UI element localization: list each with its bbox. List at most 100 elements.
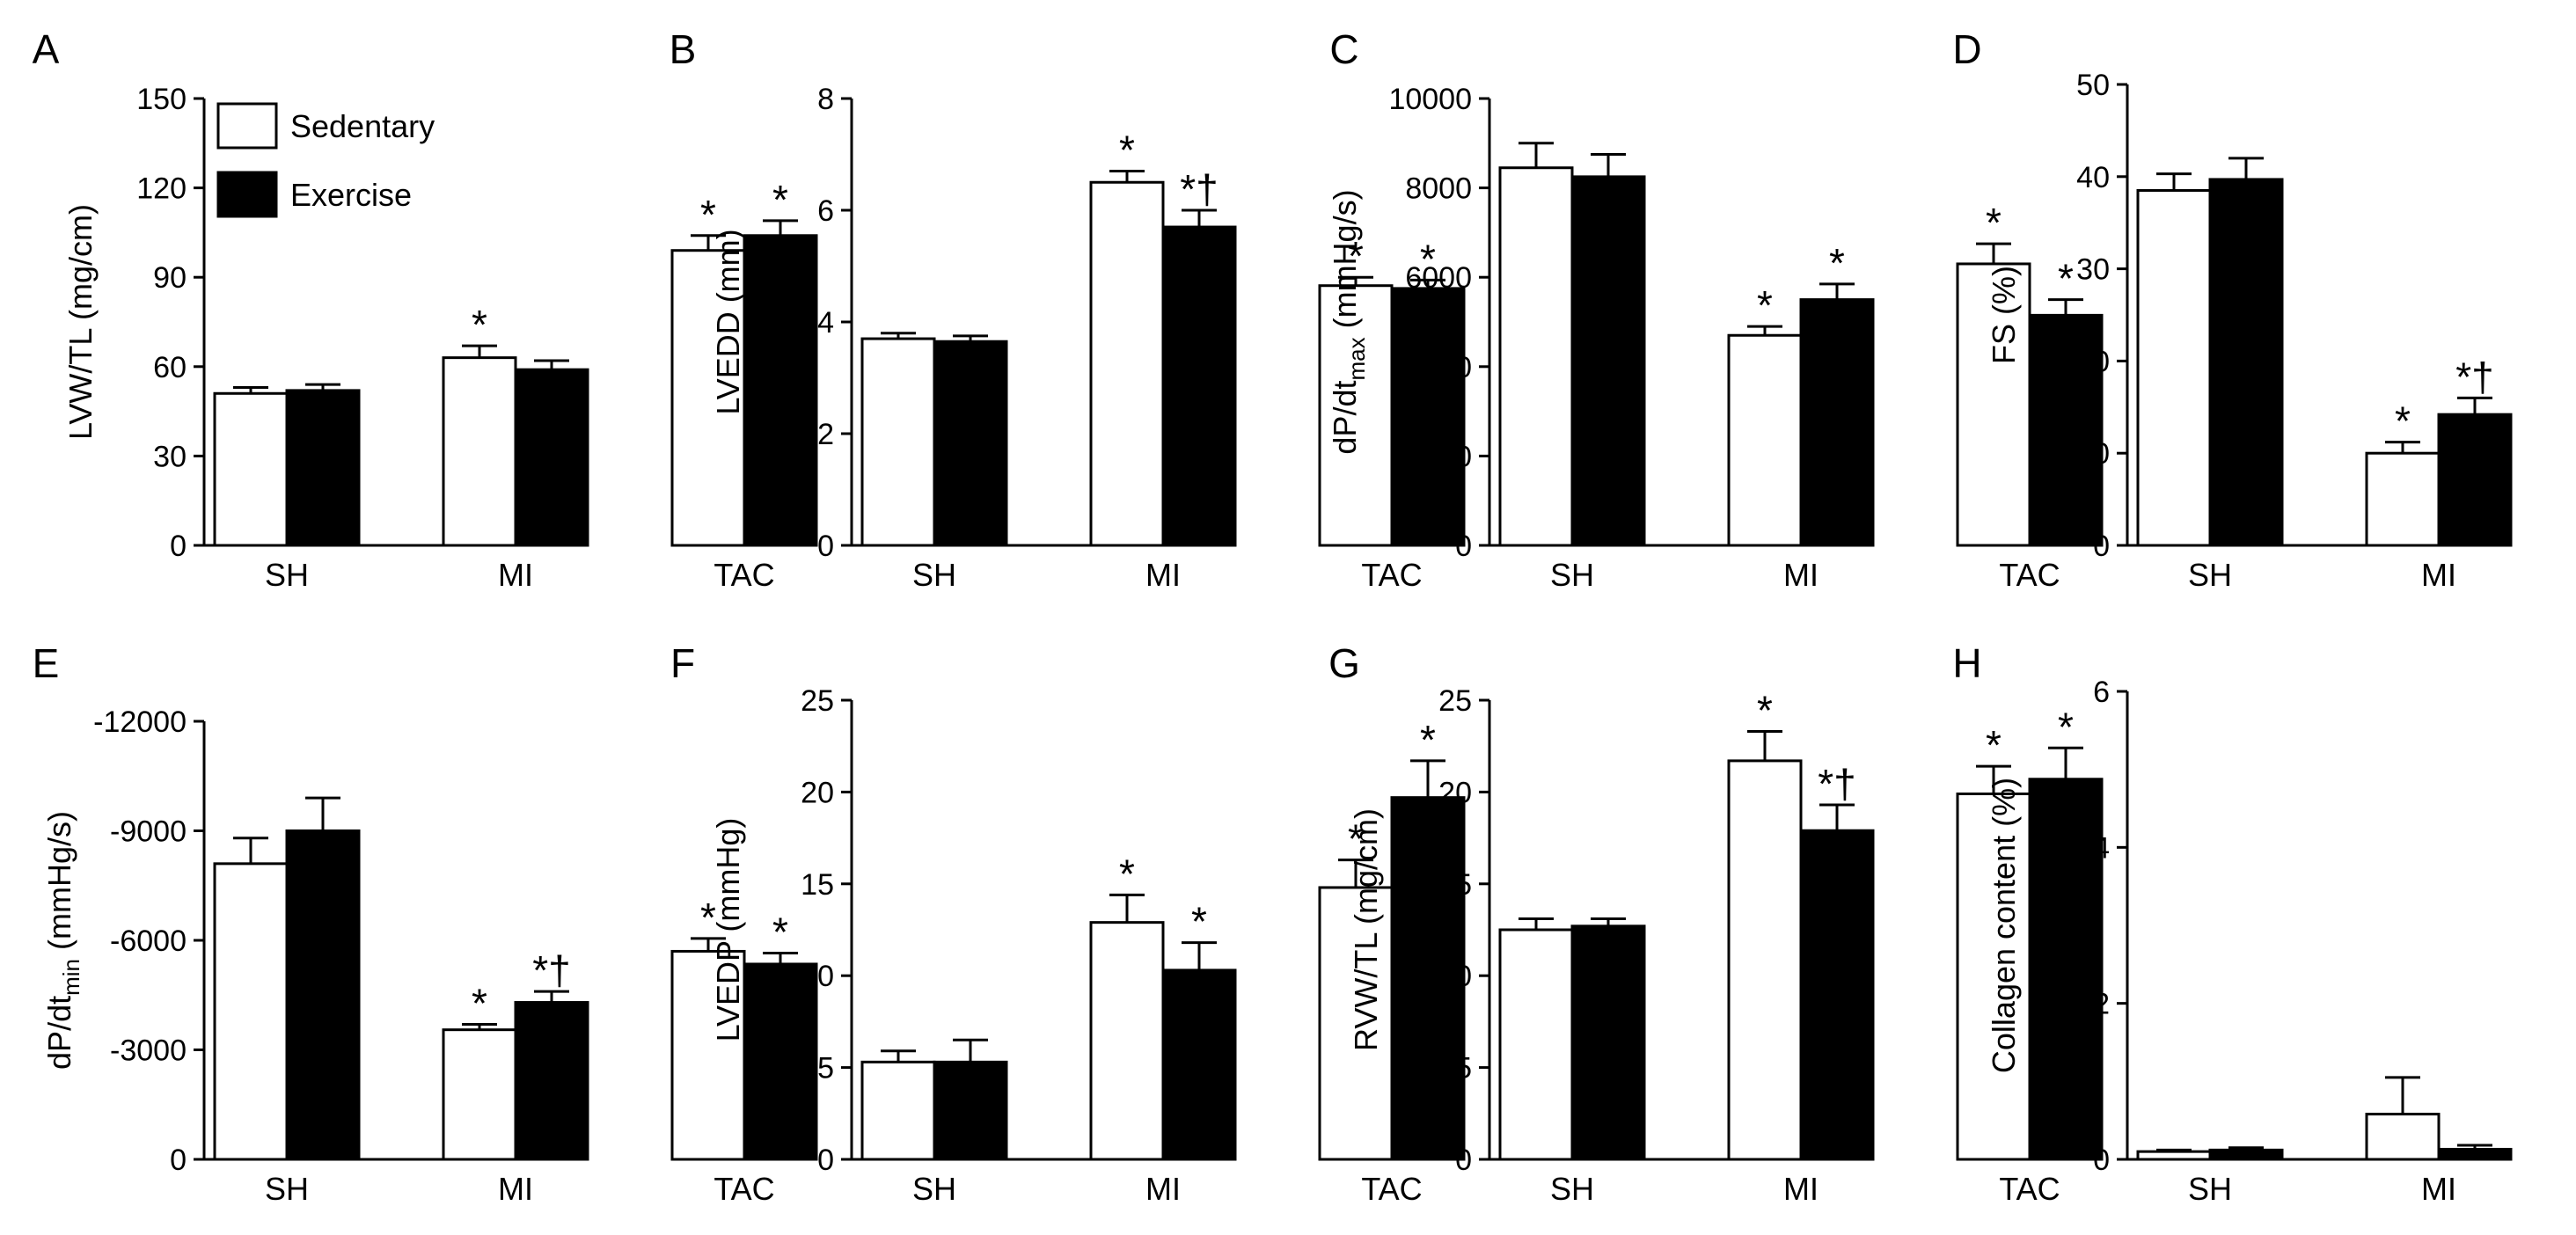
y-axis-label: dP/dtmin (mmHg/s) <box>41 811 84 1070</box>
bar-exercise-tac <box>1390 287 1466 547</box>
bar-exercise-mi <box>1161 968 1237 1161</box>
panel-e: E 0 -3000 -6000 -9000 -12000 dP/dtmin (mmHg/s)… <box>33 640 818 1207</box>
y-tick-label: 4 <box>2093 831 2110 865</box>
y-tick-label: 10 <box>2076 437 2110 471</box>
legend-label-sedentary: Sedentary <box>290 108 435 144</box>
y-tick-label: -3000 <box>110 1034 187 1068</box>
x-tick-label: MI <box>2421 557 2456 593</box>
y-axis-label-subscript: max <box>1343 337 1370 380</box>
significance-mark-exercise-mi: *† <box>1180 166 1218 212</box>
bar-sedentary-mi <box>2365 1113 2441 1161</box>
x-tick-label: TAC <box>1999 557 2060 593</box>
y-tick-label: 120 <box>136 172 187 206</box>
bar-sedentary-mi <box>442 356 517 547</box>
y-tick-label: 5 <box>1455 1052 1472 1085</box>
x-tick-label: SH <box>2188 1171 2232 1207</box>
bar-sedentary-tac <box>1956 792 2031 1161</box>
x-tick-label: TAC <box>714 1171 774 1207</box>
panel-c: C 0 2000 4000 6000 8000 10000 dP/dtmax (mmHg/s)… <box>1327 26 2104 593</box>
bar-exercise-mi <box>514 368 589 547</box>
bar-sedentary-tac <box>1318 886 1394 1161</box>
x-tick-label: MI <box>1783 1171 1819 1207</box>
y-axis-label-main: dP/dt <box>41 996 77 1070</box>
y-tick-label: 2000 <box>1405 440 1472 473</box>
bar-exercise-tac <box>2028 778 2104 1161</box>
significance-mark-exercise-tac: * <box>772 910 788 955</box>
y-tick-label: 0 <box>2093 530 2110 563</box>
bar-exercise-sh <box>2208 1148 2284 1161</box>
y-tick-label: -12000 <box>93 705 187 739</box>
y-tick-label: 10 <box>801 960 834 993</box>
y-tick-label: 30 <box>2076 253 2110 287</box>
significance-mark-sedentary-tac: * <box>700 895 716 940</box>
y-tick-label: 8 <box>817 83 834 116</box>
y-tick-label: 0 <box>817 530 834 563</box>
panel-letter: H <box>1952 640 1981 686</box>
bar-sedentary-sh <box>860 337 936 547</box>
x-tick-label: TAC <box>1361 1171 1422 1207</box>
bar-sedentary-mi <box>1727 333 1803 547</box>
bar-sedentary-sh <box>2136 189 2212 547</box>
bar-sedentary-tac <box>1318 284 1394 547</box>
y-axis-label-units: (mmHg/s) <box>1327 189 1363 337</box>
bar-sedentary-tac <box>670 949 746 1161</box>
panel-letter: A <box>33 26 60 72</box>
y-tick-label: 25 <box>1438 684 1472 718</box>
x-tick-label: MI <box>1145 1171 1181 1207</box>
bar-exercise-sh <box>285 389 361 547</box>
significance-mark-exercise-mi: * <box>1191 899 1207 945</box>
y-axis-label: dP/dtmax (mmHg/s) <box>1327 189 1370 454</box>
significance-mark-exercise-tac: * <box>772 177 788 223</box>
significance-mark-sedentary-mi: * <box>2395 398 2411 444</box>
x-tick-label: SH <box>2188 557 2232 593</box>
y-axis-label-main: LVEDD (mm) <box>710 229 746 414</box>
y-tick-label: 15 <box>801 868 834 902</box>
significance-mark-sedentary-tac: * <box>1348 233 1364 279</box>
panel-letter: D <box>1952 26 1981 72</box>
x-tick-label: MI <box>498 1171 533 1207</box>
x-tick-label: SH <box>912 557 956 593</box>
y-tick-label: 30 <box>153 440 187 473</box>
y-tick-label: 10000 <box>1388 83 1472 116</box>
significance-mark-exercise-tac: * <box>2058 256 2074 302</box>
significance-mark-exercise-tac: * <box>1420 717 1436 763</box>
bar-sedentary-mi <box>2365 451 2441 547</box>
y-tick-label: -9000 <box>110 815 187 849</box>
panel-letter: G <box>1328 640 1360 686</box>
y-tick-label: 0 <box>2093 1144 2110 1177</box>
significance-mark-exercise-mi: *† <box>1818 761 1855 807</box>
y-tick-label: 6 <box>2093 676 2110 709</box>
x-tick-label: TAC <box>714 557 774 593</box>
y-tick-label: 20 <box>801 776 834 809</box>
y-axis-label-main: FS (%) <box>1986 266 2022 364</box>
significance-mark-exercise-mi: * <box>1829 240 1845 286</box>
bar-exercise-mi <box>2437 413 2513 547</box>
x-tick-label: SH <box>265 557 309 593</box>
panel-f: F 0 5 10 15 20 25 LVEDP (mmHg) SH * * MI * * TAC <box>670 640 1466 1207</box>
y-axis-label-main: LVEDP (mmHg) <box>710 818 746 1042</box>
significance-mark-sedentary-tac: * <box>700 192 716 238</box>
legend-swatch-exercise <box>216 171 278 218</box>
significance-mark-sedentary-tac: * <box>1348 816 1364 862</box>
y-axis-label-main: RVW/TL (mg/cm) <box>1348 808 1384 1051</box>
significance-mark-sedentary-mi: * <box>472 980 487 1026</box>
bar-exercise-mi <box>514 1001 589 1161</box>
significance-mark-exercise-tac: * <box>1420 236 1436 281</box>
bar-exercise-mi <box>1161 225 1237 547</box>
y-axis-label: RVW/TL (mg/cm) <box>1348 808 1384 1051</box>
y-tick-label: 25 <box>801 684 834 718</box>
y-tick-label: 2 <box>817 418 834 451</box>
legend: Sedentary Exercise <box>216 102 435 218</box>
y-tick-label: 20 <box>2076 345 2110 378</box>
y-axis-label-main: dP/dt <box>1327 381 1363 455</box>
panel-letter: E <box>33 640 60 686</box>
y-tick-label: 150 <box>136 83 187 116</box>
y-axis-label: Collagen content (%) <box>1986 778 2022 1073</box>
y-axis-label: LVEDD (mm) <box>710 229 746 414</box>
y-tick-label: 90 <box>153 261 187 295</box>
significance-mark-sedentary-mi: * <box>1119 128 1135 173</box>
bar-sedentary-mi <box>1089 180 1165 547</box>
bar-exercise-sh <box>285 829 361 1161</box>
